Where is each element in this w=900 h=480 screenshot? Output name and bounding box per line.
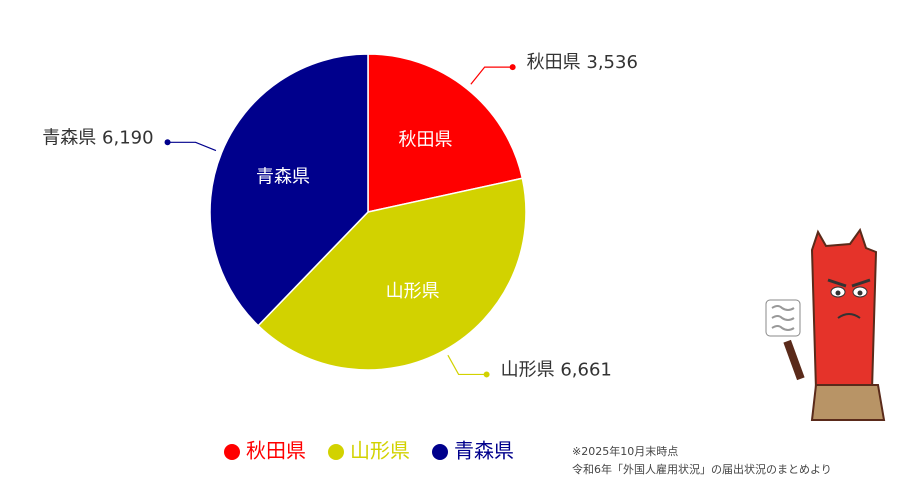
legend-swatch (224, 444, 240, 460)
callout-line (470, 66, 513, 85)
callout-dot (164, 139, 171, 146)
callout-name: 青森県 (42, 127, 96, 148)
callout-label: 青森県 6,190 (42, 127, 153, 148)
callout-label: 山形県 6,661 (501, 359, 612, 380)
mascot (765, 227, 886, 421)
callout-line (447, 354, 487, 376)
legend-label: 秋田県 (246, 439, 306, 463)
slice-label: 山形県 (386, 281, 440, 302)
callout-value: 6,661 (560, 359, 612, 380)
pie-slice (367, 53, 524, 213)
callout-dot (509, 64, 516, 71)
pie-slice (257, 177, 527, 371)
callout-line (167, 141, 217, 152)
legend-label: 青森県 (454, 439, 514, 463)
legend-swatch (432, 444, 448, 460)
legend-label: 山形県 (350, 439, 410, 463)
pie-slice (209, 53, 369, 327)
slice-label: 青森県 (256, 167, 310, 188)
callout-value: 3,536 (586, 52, 638, 73)
footnote: 令和6年「外国人雇用状況」の届出状況のまとめより (572, 462, 832, 476)
callout-dot (483, 371, 490, 378)
footnote: ※2025年10月末時点 (572, 444, 678, 458)
callout-name: 秋田県 (527, 52, 581, 73)
slice-label: 秋田県 (398, 130, 452, 151)
legend-swatch (328, 444, 344, 460)
callout-value: 6,190 (102, 127, 154, 148)
callout-label: 秋田県 3,536 (527, 52, 638, 73)
callout-name: 山形県 (501, 359, 555, 380)
